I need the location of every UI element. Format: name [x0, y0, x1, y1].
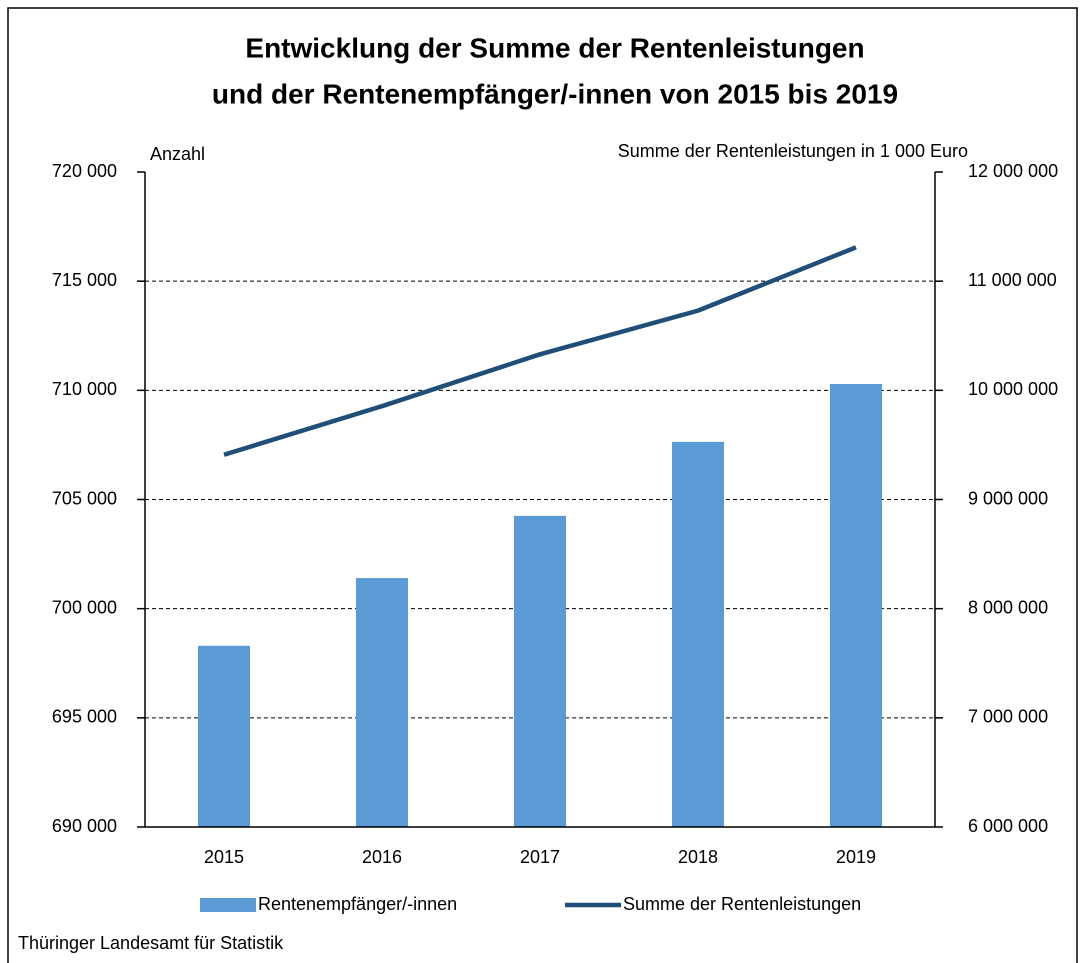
y2-tick-label: 9 000 000: [968, 488, 1048, 508]
x-tick-label: 2017: [520, 847, 560, 867]
x-tick-label: 2016: [362, 847, 402, 867]
source: Thüringer Landesamt für Statistik: [18, 933, 284, 953]
legend-swatch: [200, 898, 256, 912]
line: [223, 245, 857, 457]
x-tick-label: 2019: [836, 847, 876, 867]
y2-tick-label: 11 000 000: [968, 270, 1057, 290]
legend-label: Rentenempfänger/-innen: [258, 894, 457, 914]
bar: [672, 441, 724, 827]
bar: [830, 384, 882, 827]
y-tick-label: 695 000: [52, 707, 117, 727]
legend-label: Summe der Rentenleistungen: [623, 894, 861, 914]
chart-title: und der Rentenempfänger/-innen von 2015 …: [212, 78, 898, 109]
y2-tick-label: 10 000 000: [968, 379, 1058, 399]
bar: [198, 645, 250, 827]
bar: [356, 578, 408, 827]
frame: [7, 7, 1078, 963]
y-tick-label: 710 000: [52, 379, 117, 399]
chart-title: Entwicklung der Summe der Rentenleistung…: [245, 32, 864, 63]
y2-tick-label: 8 000 000: [968, 597, 1048, 617]
y-tick-label: 715 000: [52, 270, 117, 290]
x-tick-label: 2015: [204, 847, 244, 867]
y2-tick-label: 7 000 000: [968, 707, 1048, 727]
bar: [514, 515, 566, 827]
y2-tick-label: 6 000 000: [968, 816, 1048, 836]
y-tick-label: 705 000: [52, 488, 117, 508]
y-tick-label: 700 000: [52, 597, 117, 617]
x-tick-label: 2018: [678, 847, 718, 867]
y-tick-label: 690 000: [52, 816, 117, 836]
y2-tick-label: 12 000 000: [968, 161, 1058, 181]
y2-axis-label: Summe der Rentenleistungen in 1 000 Euro: [618, 141, 968, 161]
y-tick-label: 720 000: [52, 161, 117, 181]
y-axis-label: Anzahl: [150, 144, 205, 164]
